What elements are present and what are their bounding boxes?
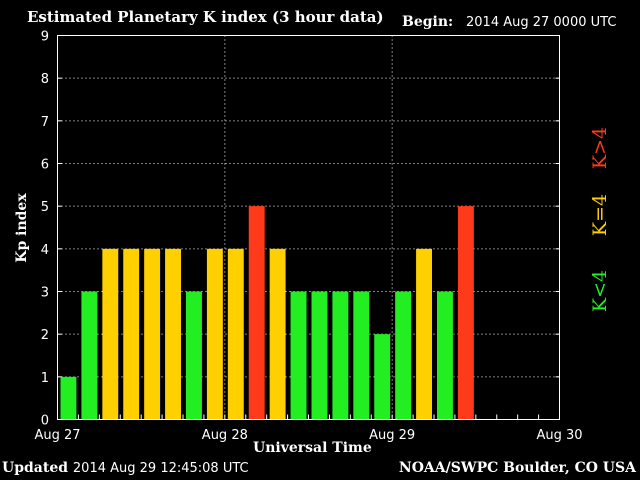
legend-equal-4: K=4 [589, 193, 611, 237]
updated-value: 2014 Aug 29 12:45:08 UTC [72, 461, 249, 476]
y-tick-label: 8 [41, 72, 49, 87]
kp-bar [437, 291, 453, 420]
y-tick-labels: 0 1 2 3 4 5 6 7 8 9 [41, 30, 49, 429]
y-tick-label: 3 [41, 286, 49, 301]
x-tick-label: Aug 29 [369, 428, 415, 443]
legend-above-4: K>4 [589, 126, 611, 170]
kp-bar [457, 206, 474, 420]
kp-bar [227, 248, 244, 420]
y-tick-label: 4 [41, 243, 49, 258]
x-tick-label: Aug 28 [202, 428, 248, 443]
y-tick-label: 5 [41, 200, 49, 215]
begin-value: 2014 Aug 27 0000 UTC [466, 15, 617, 30]
x-axis-label: Universal Time [253, 440, 372, 456]
kp-bar [248, 206, 265, 420]
updated-label: Updated [2, 460, 69, 476]
kp-bar [60, 376, 77, 420]
x-tick-label: Aug 27 [34, 428, 80, 443]
legend-below-4: K<4 [589, 269, 611, 313]
x-tick-labels: Aug 27 Aug 28 Aug 29 Aug 30 [34, 428, 582, 443]
kp-bar [102, 248, 119, 420]
tick-marks [57, 35, 560, 420]
kp-bar [206, 248, 223, 420]
kp-bar [144, 248, 161, 420]
x-tick-label: Aug 30 [536, 428, 582, 443]
kp-bar [186, 291, 202, 420]
kp-bar [81, 291, 98, 420]
y-tick-label: 2 [41, 328, 49, 343]
updated-timestamp: Updated 2014 Aug 29 12:45:08 UTC [2, 460, 249, 476]
y-tick-label: 0 [41, 414, 49, 429]
bars [60, 206, 474, 420]
credit-line: NOAA/SWPC Boulder, CO USA [398, 460, 636, 476]
y-tick-label: 9 [41, 30, 49, 45]
y-tick-label: 7 [41, 115, 49, 130]
begin-label: Begin: [402, 14, 454, 30]
y-tick-label: 6 [41, 158, 49, 173]
kp-bar [290, 291, 307, 420]
kp-bar [165, 248, 181, 420]
kp-bar [374, 334, 391, 420]
chart-title: Estimated Planetary K index (3 hour data… [27, 8, 384, 26]
kp-bar [395, 291, 412, 420]
kp-bar [311, 291, 328, 420]
kp-bar [332, 291, 349, 420]
kp-bar [353, 291, 370, 420]
kp-bar [123, 248, 140, 420]
kp-bar [269, 248, 286, 420]
y-tick-label: 1 [41, 371, 49, 386]
y-axis-label: Kp index [14, 193, 30, 263]
grid-lines [57, 35, 560, 420]
kp-bar [416, 248, 432, 420]
